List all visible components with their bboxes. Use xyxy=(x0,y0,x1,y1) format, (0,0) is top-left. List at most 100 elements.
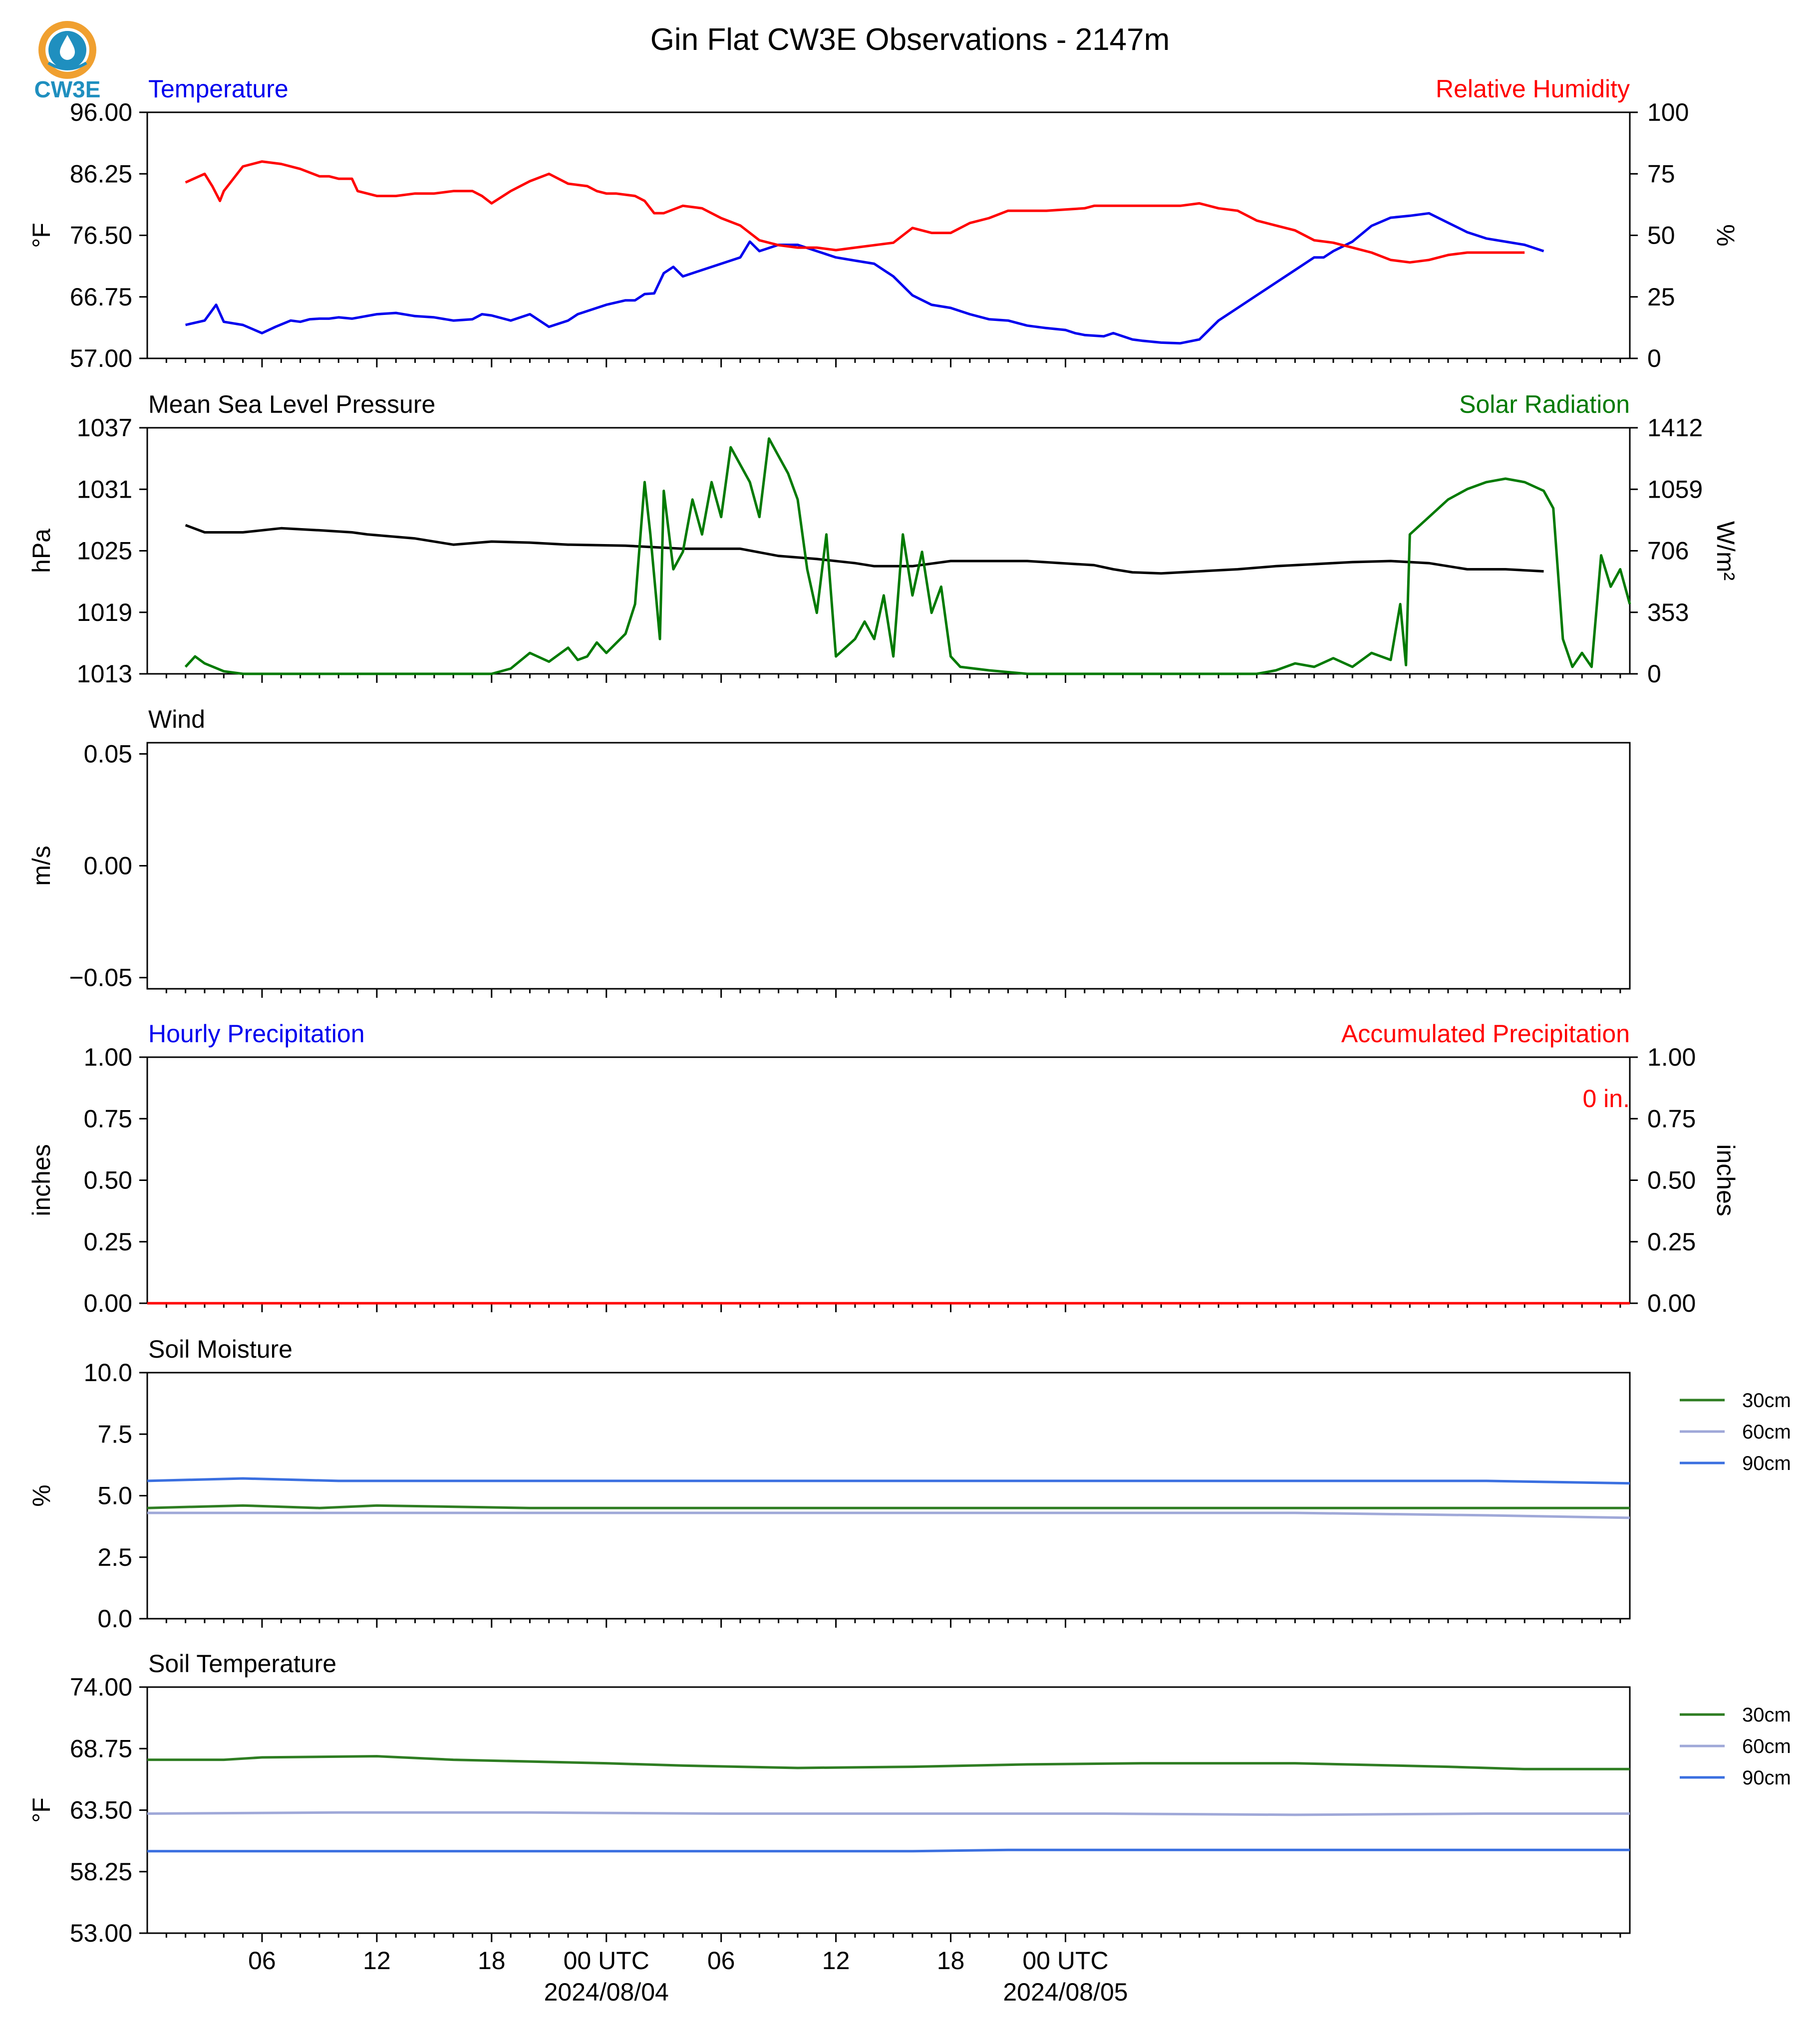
x-tick-label: 18 xyxy=(478,1947,506,1975)
plot-frame xyxy=(146,1056,1631,1304)
x-tick-label: 18 xyxy=(937,1947,965,1975)
series-line-30cm xyxy=(147,1755,1630,1770)
panel-left-title: Temperature xyxy=(148,75,289,103)
panel-right-title: Accumulated Precipitation xyxy=(1341,1020,1630,1048)
series-line-60cm xyxy=(147,1811,1630,1816)
series-line-mean-sea-level-pressure xyxy=(185,524,1544,575)
left-tick-label: 2.5 xyxy=(97,1543,132,1571)
left-tick-label: 1013 xyxy=(77,660,132,688)
left-tick-label: 96.00 xyxy=(70,98,132,126)
left-tick-label: 7.5 xyxy=(97,1420,132,1448)
right-tick-label: 1059 xyxy=(1647,475,1703,503)
left-tick-label: 0.25 xyxy=(84,1228,132,1256)
left-tick-label: 10.0 xyxy=(84,1359,132,1387)
chart-title: Gin Flat CW3E Observations - 2147m xyxy=(650,22,1170,57)
left-tick-label: 1019 xyxy=(77,598,132,626)
panel-temp-rh: Temperature Relative Humidity 96.00 86.25 76… xyxy=(27,75,1740,372)
right-tick-label: 0 xyxy=(1647,660,1661,688)
panel-right-title: Solar Radiation xyxy=(1459,390,1630,418)
panel-wind: Wind 0.05 0.00 −0.05 m/s xyxy=(27,705,1631,998)
right-tick-label: 25 xyxy=(1647,283,1675,311)
legend-label: 90cm xyxy=(1742,1452,1791,1474)
legend-label: 60cm xyxy=(1742,1736,1791,1757)
right-axis-label: W/m² xyxy=(1712,521,1740,580)
right-tick-label: 0.00 xyxy=(1647,1289,1696,1317)
right-tick-label: 0 xyxy=(1647,344,1661,372)
right-tick-label: 706 xyxy=(1647,537,1689,565)
left-tick-label: 76.50 xyxy=(70,222,132,250)
left-tick-label: 5.0 xyxy=(97,1482,132,1510)
series-line-solar-radiation xyxy=(184,437,1631,675)
series-line-temperature xyxy=(185,212,1544,345)
left-tick-label: 1.00 xyxy=(84,1043,132,1071)
panel-left-title: Soil Temperature xyxy=(148,1650,336,1678)
panel-left-title: Soil Moisture xyxy=(148,1335,293,1363)
series-line-90cm xyxy=(147,1848,1630,1853)
legend-label: 60cm xyxy=(1742,1421,1791,1443)
cw3e-logo: CW3E xyxy=(34,21,101,102)
right-tick-label: 0.50 xyxy=(1647,1166,1696,1194)
right-tick-label: 50 xyxy=(1647,222,1675,250)
left-tick-label: 86.25 xyxy=(70,160,132,188)
left-tick-label: 1037 xyxy=(77,414,132,442)
panel-left-title: Hourly Precipitation xyxy=(148,1020,365,1048)
left-axis-label: °F xyxy=(27,223,55,248)
right-tick-label: 0.25 xyxy=(1647,1228,1696,1256)
legend-label: 30cm xyxy=(1742,1390,1791,1412)
left-tick-label: 57.00 xyxy=(70,344,132,372)
panel-precip: Hourly Precipitation Accumulated Precipit… xyxy=(27,1020,1740,1317)
x-tick-label: 12 xyxy=(363,1947,391,1975)
left-tick-label: 58.25 xyxy=(70,1858,132,1886)
left-tick-label: 0.00 xyxy=(84,1289,132,1317)
legend: 30cm 60cm 90cm xyxy=(1680,1704,1791,1789)
x-tick-label: 06 xyxy=(248,1947,276,1975)
right-tick-label: 0.75 xyxy=(1647,1105,1696,1133)
left-tick-label: 0.75 xyxy=(84,1105,132,1133)
panel-soil-moisture: Soil Moisture 10.0 7.5 5.0 2.5 0.0% 30cm 60cm 90… xyxy=(27,1335,1791,1633)
left-tick-label: 63.50 xyxy=(70,1796,132,1824)
right-tick-label: 75 xyxy=(1647,160,1675,188)
panel-soil-temp: Soil Temperature 74.00 68.75 63.50 58.25 53.0… xyxy=(27,1650,1791,1947)
plot-frame xyxy=(146,111,1631,359)
legend-label: 30cm xyxy=(1742,1704,1791,1726)
panel-left-title: Mean Sea Level Pressure xyxy=(148,390,435,418)
x-tick-label: 06 xyxy=(707,1947,735,1975)
panel-left-title: Wind xyxy=(148,705,205,733)
x-date-label: 2024/08/05 xyxy=(1003,1978,1128,2006)
x-tick-label: 00 UTC xyxy=(1022,1947,1108,1975)
left-tick-label: 53.00 xyxy=(70,1919,132,1947)
plot-frame xyxy=(146,742,1631,990)
left-tick-label: 0.05 xyxy=(84,740,132,768)
accumulated-total-label: 0 in. xyxy=(1582,1085,1630,1113)
series-line-30cm xyxy=(147,1504,1630,1509)
right-tick-label: 353 xyxy=(1647,598,1689,626)
right-axis-label: inches xyxy=(1712,1144,1740,1216)
series-line-60cm xyxy=(147,1511,1630,1519)
left-axis-label: % xyxy=(27,1484,55,1506)
left-tick-label: 74.00 xyxy=(70,1673,132,1701)
left-tick-label: 66.75 xyxy=(70,283,132,311)
x-tick-label: 00 UTC xyxy=(564,1947,649,1975)
left-tick-label: 68.75 xyxy=(70,1735,132,1762)
x-tick-label: 12 xyxy=(822,1947,850,1975)
logo-drop-icon xyxy=(60,35,75,60)
left-tick-label: −0.05 xyxy=(69,964,132,992)
right-tick-label: 1412 xyxy=(1647,414,1703,442)
right-tick-label: 1.00 xyxy=(1647,1043,1696,1071)
left-tick-label: 0.0 xyxy=(97,1605,132,1633)
plot-frame xyxy=(146,1372,1631,1620)
right-tick-label: 100 xyxy=(1647,98,1689,126)
logo-text: CW3E xyxy=(34,76,101,102)
legend-label: 90cm xyxy=(1742,1767,1791,1789)
legend: 30cm 60cm 90cm xyxy=(1680,1390,1791,1474)
series-line-relative-humidity xyxy=(185,160,1525,264)
left-axis-label: m/s xyxy=(27,846,55,886)
x-date-label: 2024/08/04 xyxy=(544,1978,669,2006)
left-axis-label: °F xyxy=(27,1797,55,1823)
left-tick-label: 1025 xyxy=(77,537,132,565)
left-axis-label: inches xyxy=(27,1144,55,1216)
panel-right-title: Relative Humidity xyxy=(1436,75,1630,103)
left-axis-label: hPa xyxy=(27,529,55,573)
